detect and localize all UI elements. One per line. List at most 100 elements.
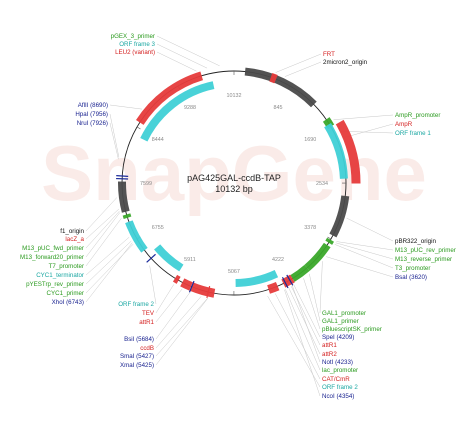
feature-f1-origin <box>122 182 126 212</box>
tick-label: 5911 <box>184 257 196 263</box>
leader-line <box>289 288 320 354</box>
feature-label[interactable]: AflII (8690) <box>78 102 108 109</box>
leader-line <box>86 241 131 284</box>
leader-line <box>86 237 129 275</box>
feature-label[interactable]: CYC1_primer <box>47 290 84 297</box>
feature-t7-promoter <box>127 214 128 217</box>
leader-line <box>156 284 174 313</box>
feature-label[interactable]: XmaI (5425) <box>120 362 154 369</box>
tick-label: 4222 <box>272 257 284 263</box>
feature-label[interactable]: f1_origin <box>60 228 84 235</box>
leader-line <box>347 218 393 241</box>
feature-gal1-promoter <box>307 245 327 268</box>
feature-label[interactable]: HpaI (7956) <box>75 111 108 118</box>
feature-label[interactable]: pGEX_3_primer <box>111 33 155 40</box>
feature-label[interactable]: NotI (4233) <box>322 359 353 366</box>
feature-label[interactable]: SmaI (5427) <box>120 353 154 360</box>
leader-line <box>156 296 201 348</box>
leader-line <box>157 52 196 71</box>
leader-line <box>334 115 393 120</box>
feature-label[interactable]: attR1 <box>139 319 154 326</box>
feature-attr2 <box>182 282 191 286</box>
feature-label[interactable]: lac_promoter <box>322 367 358 374</box>
feature-label[interactable]: NcoI (4354) <box>322 393 354 400</box>
leader-line <box>335 244 393 268</box>
feature-gal1-region <box>292 268 307 279</box>
feature-t3-promoter <box>329 240 331 243</box>
leader-line <box>276 54 321 73</box>
tick-label: 6755 <box>152 225 164 231</box>
leader-line <box>156 298 208 365</box>
tick-label: 1690 <box>304 137 316 143</box>
feature-label[interactable]: ORF frame 2 <box>118 301 154 308</box>
tick-label: 10132 <box>227 93 242 99</box>
feature-label[interactable]: CAT/CmR <box>322 376 350 383</box>
feature-2micron2-origin <box>245 72 314 105</box>
feature-frt <box>271 77 276 79</box>
plasmid-size: 10132 bp <box>215 184 253 194</box>
feature-label[interactable]: pYESTrp_rev_primer <box>26 281 84 288</box>
feature-tev <box>175 278 179 280</box>
feature-label[interactable]: M13_reverse_primer <box>395 256 452 263</box>
tick-label: 9288 <box>184 105 196 111</box>
feature-label[interactable]: attR1 <box>322 342 337 349</box>
tick-label: 845 <box>274 105 283 111</box>
leader-line <box>326 257 393 277</box>
leader-line <box>110 105 142 109</box>
tick-label: 3378 <box>304 225 316 231</box>
feature-label[interactable]: GAL1_promoter <box>322 310 366 317</box>
leader-line <box>86 213 120 257</box>
feature-label[interactable]: lacZ_a <box>65 236 84 243</box>
feature-label[interactable]: pBR322_origin <box>395 238 436 245</box>
site-mark <box>116 176 128 177</box>
feature-label[interactable]: M13_forward20_primer <box>20 254 84 261</box>
leader-line <box>150 266 156 304</box>
leader-line <box>86 243 132 302</box>
feature-label[interactable]: BsaI (3620) <box>395 274 427 281</box>
feature-label[interactable]: 2micron2_origin <box>323 59 368 66</box>
feature-label[interactable]: T7_promoter <box>49 263 84 270</box>
leader-line <box>292 286 320 362</box>
feature-label[interactable]: M13_pUC_fwd_primer <box>22 245 84 252</box>
feature-label[interactable]: ccdB <box>140 345 154 352</box>
feature-leu2 <box>140 76 202 123</box>
feature-label[interactable]: FRT <box>323 51 335 58</box>
tick-label: 2534 <box>316 181 328 187</box>
feature-label[interactable]: AmpR_promoter <box>395 112 440 119</box>
feature-label[interactable]: attR2 <box>322 351 337 358</box>
leader-line <box>309 274 320 321</box>
feature-label[interactable]: NruI (7926) <box>77 120 108 127</box>
feature-orf-frame-2b <box>157 247 181 268</box>
feature-label[interactable]: SpeI (4209) <box>322 334 354 341</box>
feature-label[interactable]: T3_promoter <box>395 265 430 272</box>
leader-line <box>156 289 182 322</box>
feature-orf-frame-2 <box>236 274 277 283</box>
tick-label: 5067 <box>228 269 240 275</box>
feature-label[interactable]: ORF frame 1 <box>395 130 431 137</box>
feature-label[interactable]: ORF frame 2 <box>322 384 358 391</box>
leader-line <box>285 289 320 370</box>
feature-cat <box>269 286 278 289</box>
feature-label[interactable]: LEU2 (variant) <box>115 49 155 56</box>
leader-line <box>268 296 320 387</box>
leader-line <box>304 278 320 329</box>
leader-line <box>320 261 322 313</box>
leader-line <box>157 36 220 66</box>
feature-label[interactable]: BsiI (5684) <box>124 336 154 343</box>
feature-label[interactable]: M13_pUC_rev_primer <box>395 247 456 254</box>
feature-label[interactable]: AmpR <box>395 121 413 128</box>
feature-label[interactable]: XhoI (6743) <box>52 299 84 306</box>
feature-label[interactable]: pBluescriptSK_primer <box>322 326 382 333</box>
leader-line <box>156 298 208 356</box>
tick-label: 7599 <box>140 181 152 187</box>
feature-label[interactable]: CYC1_terminator <box>36 272 84 279</box>
tick-label: 8444 <box>152 137 164 143</box>
leader-line <box>285 62 321 77</box>
feature-label[interactable]: GAL1_primer <box>322 318 359 325</box>
feature-ccdb <box>192 287 215 294</box>
plasmid-name: pAG425GAL-ccdB-TAP <box>187 173 281 183</box>
feature-label[interactable]: TEV <box>142 310 155 317</box>
feature-label[interactable]: ORF frame 3 <box>119 41 155 48</box>
